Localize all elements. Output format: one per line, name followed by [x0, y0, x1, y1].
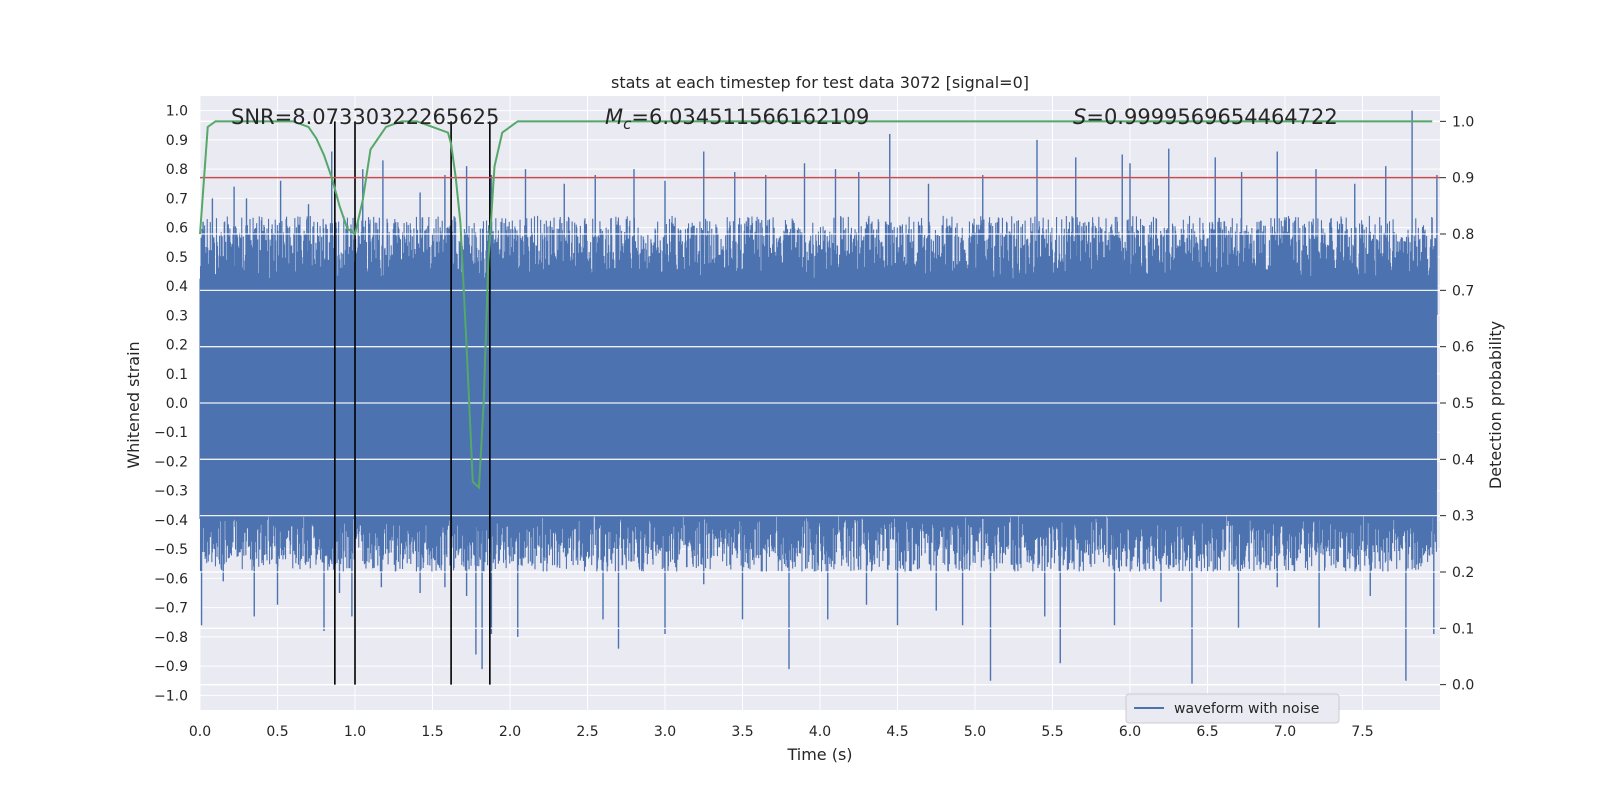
- x-tick-label: 6.5: [1196, 724, 1218, 740]
- y-tick-label: 0.6: [166, 221, 188, 237]
- y2-tick-label: 0.6: [1452, 340, 1474, 356]
- y-tick-label: −0.6: [154, 571, 188, 587]
- waveform-series: [199, 110, 1440, 686]
- x-tick-label: 3.0: [654, 724, 676, 740]
- y-tick-label: −0.4: [154, 513, 188, 529]
- y-tick-label: −0.7: [154, 601, 188, 617]
- y-axis-label: Whitened strain: [124, 341, 143, 468]
- x-tick-label: 0.0: [189, 724, 211, 740]
- y-tick-label: 0.8: [166, 162, 188, 178]
- y2-axis-ticks: 1.0 0.9 0.8 0.7 0.6 0.5 0.4 0.3 0.2 0.1 0.0: [1440, 114, 1474, 694]
- x-tick-label: 7.5: [1351, 724, 1373, 740]
- y-tick-label: 0.5: [166, 250, 188, 266]
- y2-tick-label: 0.9: [1452, 171, 1474, 187]
- x-tick-label: 3.5: [731, 724, 753, 740]
- snr-annotation: SNR=8.07330322265625: [231, 105, 499, 129]
- x-tick-label: 2.0: [499, 724, 521, 740]
- legend-label: waveform with noise: [1174, 701, 1319, 717]
- y2-tick-label: 0.2: [1452, 565, 1474, 581]
- x-tick-label: 6.0: [1119, 724, 1141, 740]
- y-tick-label: −0.1: [154, 425, 188, 441]
- y2-tick-label: 1.0: [1452, 114, 1474, 130]
- y2-axis-label: Detection probability: [1486, 321, 1505, 489]
- legend: waveform with noise: [1125, 693, 1340, 724]
- y-tick-label: −0.2: [154, 454, 188, 470]
- probability-series: [199, 120, 1433, 490]
- x-tick-label: 1.0: [344, 724, 366, 740]
- y2-tick-label: 0.3: [1452, 509, 1474, 525]
- chart-title: stats at each timestep for test data 307…: [611, 73, 1029, 92]
- waveform-core: [200, 344, 1437, 491]
- x-tick-label: 4.5: [886, 724, 908, 740]
- x-tick-label: 1.5: [421, 724, 443, 740]
- chirp-mass-annotation: Mc=6.034511566162109: [605, 105, 869, 133]
- y-tick-label: −1.0: [154, 688, 188, 704]
- y2-tick-label: 0.4: [1452, 452, 1474, 468]
- y-tick-label: 0.0: [166, 396, 188, 412]
- x-tick-label: 2.5: [576, 724, 598, 740]
- y-tick-label: 0.4: [166, 279, 188, 295]
- y-tick-label: 0.7: [166, 191, 188, 207]
- legend-box: [1125, 693, 1340, 724]
- probability-line: [199, 120, 1433, 490]
- y-tick-label: 0.3: [166, 308, 188, 324]
- y-tick-label: 1.0: [166, 104, 188, 120]
- y-tick-label: −0.9: [154, 659, 188, 675]
- y-tick-label: 0.1: [166, 367, 188, 383]
- x-tick-label: 4.0: [809, 724, 831, 740]
- x-axis-label: Time (s): [786, 745, 852, 764]
- y2-tick-label: 0.7: [1452, 283, 1474, 299]
- y-axis-ticks: 1.0 0.9 0.8 0.7 0.6 0.5 0.4 0.3 0.2 0.1 0.0 −0.1 −0.…: [154, 104, 188, 705]
- marker-lines: [334, 121, 491, 685]
- s-annotation: S=0.9999569654464722: [1073, 105, 1338, 129]
- x-tick-label: 0.5: [266, 724, 288, 740]
- y2-tick-label: 0.1: [1452, 621, 1474, 637]
- y2-tick-label: 0.0: [1452, 678, 1474, 694]
- y-tick-label: −0.8: [154, 630, 188, 646]
- x-axis-ticks: 0.0 0.5 1.0 1.5 2.0 2.5 3.0 3.5 4.0 4.5 5.0 5.5 6.0 6…: [189, 724, 1374, 740]
- y-tick-label: 0.9: [166, 133, 188, 149]
- y-tick-label: −0.5: [154, 542, 188, 558]
- y2-tick-label: 0.8: [1452, 227, 1474, 243]
- y-tick-label: −0.3: [154, 484, 188, 500]
- y2-tick-label: 0.5: [1452, 396, 1474, 412]
- x-tick-label: 5.0: [964, 724, 986, 740]
- x-tick-label: 5.5: [1041, 724, 1063, 740]
- y-tick-label: 0.2: [166, 338, 188, 354]
- x-tick-label: 7.0: [1274, 724, 1296, 740]
